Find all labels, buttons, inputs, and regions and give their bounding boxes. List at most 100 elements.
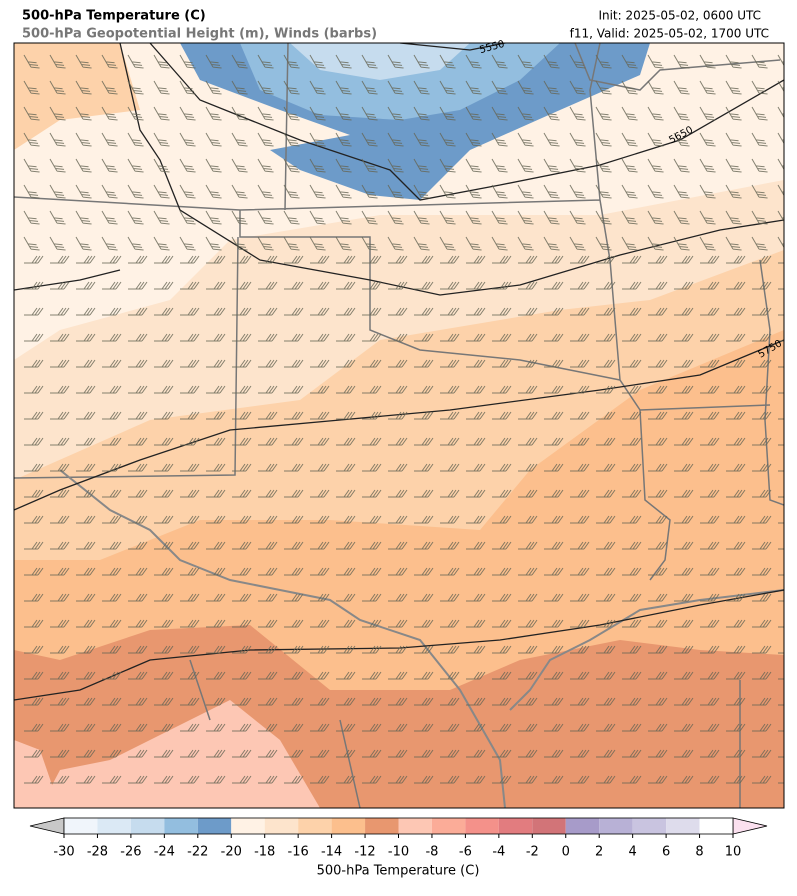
wind-barb: [50, 255, 70, 264]
wind-barb: [232, 541, 252, 550]
wind-barb: [440, 489, 460, 498]
wind-barb: [336, 671, 356, 680]
wind-barb: [101, 106, 118, 121]
wind-barb: [257, 158, 274, 173]
wind-barb: [127, 210, 144, 225]
wind-barb: [699, 132, 716, 147]
wind-barb: [700, 541, 720, 550]
wind-barb: [569, 54, 586, 69]
init-time: Init: 2025-05-02, 0600 UTC: [598, 9, 761, 23]
wind-barb: [310, 619, 330, 628]
wind-barb: [76, 671, 96, 680]
wind-barb: [362, 593, 382, 602]
wind-barb: [232, 671, 252, 680]
wind-barb: [257, 210, 274, 225]
wind-barb: [24, 359, 44, 368]
wind-barb: [570, 411, 590, 420]
wind-barb: [336, 359, 356, 368]
wind-barb: [596, 593, 616, 602]
wind-barb: [518, 515, 538, 524]
wind-barb: [622, 463, 642, 472]
wind-barb: [699, 236, 716, 251]
wind-barb: [518, 463, 538, 472]
wind-barb: [596, 541, 616, 550]
wind-barb: [23, 132, 40, 147]
wind-barb: [621, 80, 638, 95]
wind-barb: [544, 411, 564, 420]
wind-barb: [154, 281, 174, 290]
wind-barb: [232, 307, 252, 316]
colorbar-tick-label: -14: [321, 845, 342, 860]
wind-barb: [674, 385, 694, 394]
wind-barb: [284, 749, 304, 758]
wind-barb: [101, 236, 118, 251]
wind-barb: [544, 307, 564, 316]
wind-barb: [283, 184, 300, 199]
colorbar-bin: [666, 818, 700, 834]
wind-barb: [777, 158, 784, 173]
wind-barb: [258, 463, 278, 472]
wind-barb: [544, 489, 564, 498]
wind-barb: [310, 281, 330, 290]
wind-barb: [283, 132, 300, 147]
colorbar-tick-label: -26: [120, 845, 141, 860]
wind-barb: [673, 80, 690, 95]
wind-barb: [206, 463, 226, 472]
wind-barb: [258, 255, 278, 264]
wind-barb: [596, 645, 616, 654]
wind-barb: [309, 80, 326, 95]
wind-barb: [622, 593, 642, 602]
colorbar-bin: [465, 818, 499, 834]
wind-barb: [102, 697, 122, 706]
wind-barb: [570, 645, 590, 654]
wind-barb: [284, 463, 304, 472]
wind-barb: [102, 437, 122, 446]
wind-barb: [517, 80, 534, 95]
wind-barb: [336, 463, 356, 472]
wind-barb: [596, 307, 616, 316]
wind-barb: [388, 671, 408, 680]
wind-barb: [128, 515, 148, 524]
wind-barb: [154, 463, 174, 472]
wind-barb: [569, 158, 586, 173]
wind-barb: [361, 236, 378, 251]
wind-barb: [154, 541, 174, 550]
wind-barb: [518, 567, 538, 576]
wind-barb: [518, 411, 538, 420]
wind-barb: [543, 80, 560, 95]
wind-barb: [518, 593, 538, 602]
wind-barb: [50, 307, 70, 316]
wind-barb: [101, 210, 118, 225]
wind-barb: [673, 54, 690, 69]
wind-barb: [361, 80, 378, 95]
colorbar-bin: [298, 818, 332, 834]
wind-barb: [726, 255, 746, 264]
wind-barb: [596, 385, 616, 394]
wind-barb: [518, 749, 538, 758]
wind-barb: [153, 158, 170, 173]
wind-barb: [76, 723, 96, 732]
wind-barb: [674, 671, 694, 680]
colorbar-bin: [699, 818, 733, 834]
wind-barb: [726, 723, 746, 732]
wind-barb: [726, 645, 746, 654]
wind-barb: [517, 236, 534, 251]
wind-barb: [440, 749, 460, 758]
wind-barb: [23, 106, 40, 121]
wind-barb: [361, 132, 378, 147]
wind-barb: [362, 255, 382, 264]
wind-barb: [361, 210, 378, 225]
wind-barb: [622, 333, 642, 342]
wind-barb: [492, 255, 512, 264]
wind-barb: [699, 210, 716, 225]
wind-barb: [413, 210, 430, 225]
wind-barb: [517, 184, 534, 199]
wind-barb: [180, 749, 200, 758]
wind-barb: [362, 437, 382, 446]
wind-barb: [439, 236, 456, 251]
wind-barb: [361, 106, 378, 121]
wind-barb: [414, 645, 434, 654]
wind-barb: [700, 671, 720, 680]
wind-barb: [465, 184, 482, 199]
wind-barb: [700, 619, 720, 628]
